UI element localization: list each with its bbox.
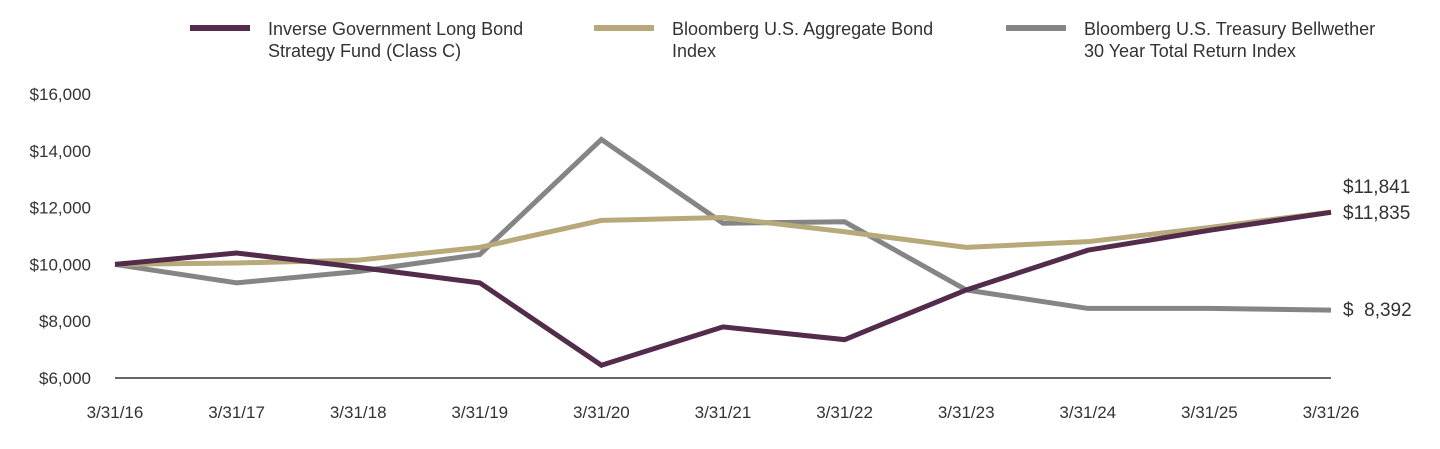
y-tick-label: $16,000 (30, 85, 91, 104)
legend-label: 30 Year Total Return Index (1084, 41, 1296, 61)
x-tick-label: 3/31/24 (1059, 403, 1116, 422)
y-tick-label: $14,000 (30, 142, 91, 161)
end-labels: $11,835 $11,841 $ 8,392 (1343, 177, 1412, 321)
x-tick-label: 3/31/26 (1303, 403, 1360, 422)
y-tick-label: $6,000 (39, 369, 91, 388)
x-tick-label: 3/31/19 (451, 403, 508, 422)
y-tick-label: $12,000 (30, 199, 91, 218)
x-tick-label: 3/31/18 (330, 403, 387, 422)
legend-label: Strategy Fund (Class C) (268, 41, 461, 61)
legend-label: Bloomberg U.S. Aggregate Bond (672, 19, 933, 39)
y-tick-label: $8,000 (39, 312, 91, 331)
end-value-label: $11,835 (1343, 203, 1410, 224)
legend-label: Inverse Government Long Bond (268, 19, 523, 39)
series-lines (114, 136, 1332, 368)
x-axis: 3/31/16 3/31/17 3/31/18 3/31/19 3/31/20 3/31/… (87, 377, 1360, 422)
fund-series-line (114, 209, 1332, 368)
legend-label: Bloomberg U.S. Treasury Bellwether (1084, 19, 1375, 39)
x-tick-label: 3/31/23 (938, 403, 995, 422)
x-tick-label: 3/31/25 (1181, 403, 1238, 422)
x-tick-label: 3/31/22 (816, 403, 873, 422)
end-value-label: $ 8,392 (1343, 300, 1412, 321)
x-tick-label: 3/31/16 (87, 403, 144, 422)
x-tick-label: 3/31/21 (695, 403, 752, 422)
x-tick-label: 3/31/17 (208, 403, 265, 422)
y-tick-label: $10,000 (30, 255, 91, 274)
y-axis: $16,000 $14,000 $12,000 $10,000 $8,000 $6,000 (30, 85, 91, 388)
legend-label: Index (672, 41, 716, 61)
x-tick-label: 3/31/20 (573, 403, 630, 422)
treasury-index-series-line (114, 136, 1332, 313)
end-value-label: $11,841 (1343, 177, 1410, 198)
